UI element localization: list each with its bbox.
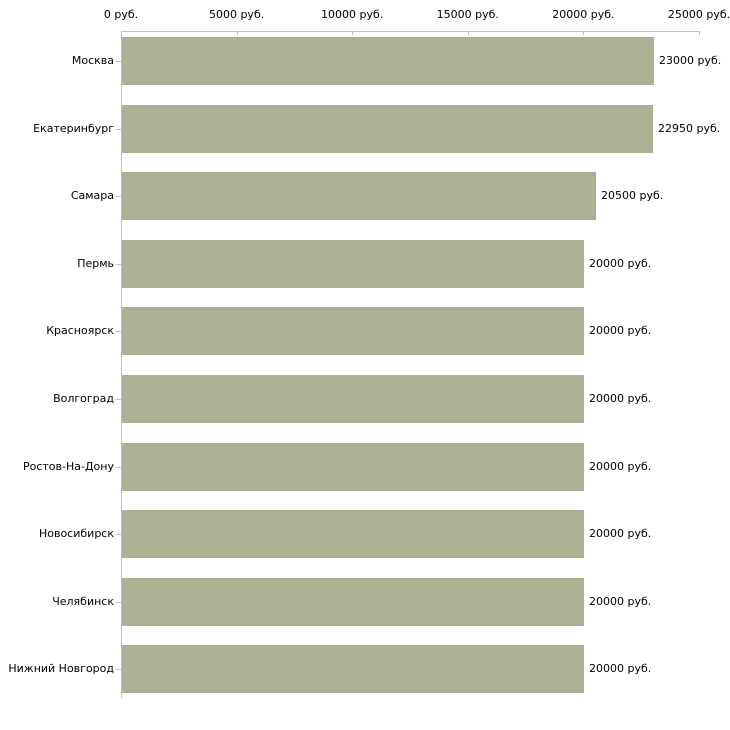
category-label: Красноярск — [46, 324, 114, 337]
x-axis-line — [121, 31, 700, 32]
category-tick-mark — [116, 467, 121, 468]
category-label: Ростов-На-Дону — [22, 460, 114, 473]
x-axis-tick-mark — [699, 31, 700, 35]
category-label: Самара — [70, 189, 114, 202]
x-axis-tick-label: 0 руб. — [103, 8, 139, 21]
bar — [122, 105, 653, 153]
value-label: 20000 руб. — [589, 257, 652, 270]
value-label: 20000 руб. — [589, 662, 652, 675]
value-label: 20000 руб. — [589, 595, 652, 608]
x-axis-tick-label: 10000 руб. — [321, 8, 384, 21]
category-tick-mark — [116, 669, 121, 670]
x-axis-tick-mark — [468, 31, 469, 35]
x-axis-tick-label: 5000 руб. — [208, 8, 265, 21]
bar — [122, 375, 584, 423]
category-tick-mark — [116, 61, 121, 62]
bar — [122, 645, 584, 693]
category-tick-mark — [116, 331, 121, 332]
value-label: 20000 руб. — [589, 527, 652, 540]
bar — [122, 443, 584, 491]
category-label: Пермь — [77, 257, 114, 270]
category-label: Нижний Новгород — [8, 662, 114, 675]
category-tick-mark — [116, 399, 121, 400]
value-label: 22950 руб. — [658, 122, 721, 135]
category-tick-mark — [116, 534, 121, 535]
bar — [122, 578, 584, 626]
bar — [122, 240, 584, 288]
x-axis-tick-mark — [583, 31, 584, 35]
bar — [122, 510, 584, 558]
bar — [122, 172, 596, 220]
category-label: Москва — [71, 54, 114, 67]
x-axis-tick-label: 20000 руб. — [552, 8, 615, 21]
category-tick-mark — [116, 264, 121, 265]
x-axis-tick-mark — [237, 31, 238, 35]
value-label: 23000 руб. — [659, 54, 722, 67]
category-label: Новосибирск — [38, 527, 114, 540]
value-label: 20500 руб. — [601, 189, 664, 202]
value-label: 20000 руб. — [589, 324, 652, 337]
category-label: Екатеринбург — [33, 122, 114, 135]
category-tick-mark — [116, 129, 121, 130]
x-axis-tick-mark — [352, 31, 353, 35]
y-axis-line — [121, 31, 122, 698]
value-label: 20000 руб. — [589, 460, 652, 473]
bar — [122, 37, 654, 85]
value-label: 20000 руб. — [589, 392, 652, 405]
x-axis-tick-label: 25000 руб. — [667, 8, 730, 21]
category-label: Челябинск — [52, 595, 114, 608]
x-axis-tick-label: 15000 руб. — [436, 8, 499, 21]
bar — [122, 307, 584, 355]
category-label: Волгоград — [53, 392, 114, 405]
category-tick-mark — [116, 602, 121, 603]
category-tick-mark — [116, 196, 121, 197]
